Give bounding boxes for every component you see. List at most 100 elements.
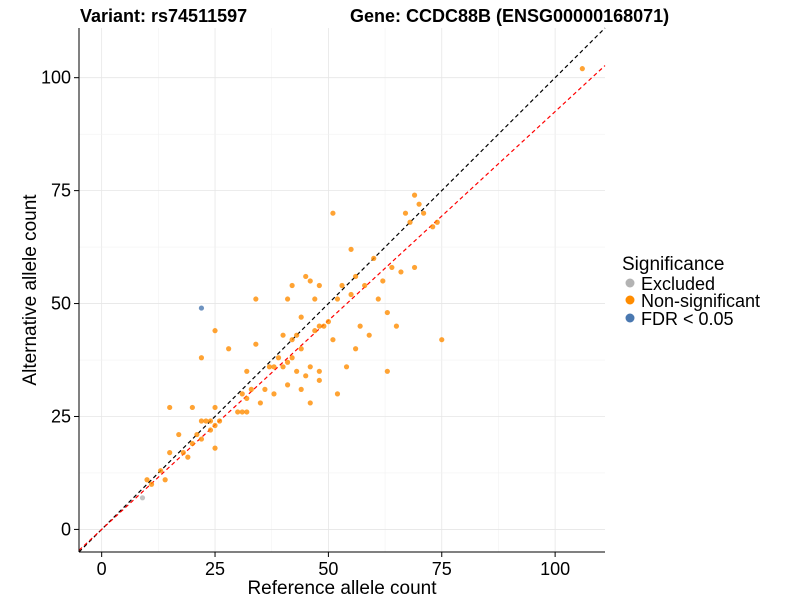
legend-label-non-significant: Non-significant [641,291,760,311]
point-non-significant [207,418,214,424]
legend-swatch-non-significant [625,295,635,305]
gridlines [79,28,605,552]
point-non-significant [334,391,341,397]
point-non-significant [330,337,336,343]
point-non-significant [316,368,322,374]
point-non-significant [330,210,336,216]
point-non-significant [384,368,390,374]
y-tick-label: 50 [51,294,71,314]
point-non-significant [348,291,354,298]
point-non-significant [316,282,322,289]
point-non-significant [275,355,282,361]
point-non-significant [371,255,377,261]
x-tick-label: 75 [432,559,452,579]
y-tick-label: 0 [61,519,71,539]
point-non-significant [430,224,436,230]
legend: Significance Excluded Non-significant FD… [622,254,760,329]
point-non-significant [312,328,318,334]
point-non-significant [284,296,291,302]
point-non-significant [253,296,259,302]
point-non-significant [380,278,386,284]
point-non-significant [207,427,214,433]
point-non-significant [257,400,263,406]
point-non-significant [148,481,155,487]
x-axis-ticks: 0 25 50 75 100 [97,552,570,579]
point-non-significant [294,332,300,338]
point-non-significant [398,269,404,275]
point-non-significant [307,364,313,370]
point-non-significant [411,264,418,271]
point-non-significant [334,296,341,302]
point-non-significant [244,395,250,402]
point-non-significant [239,391,245,397]
point-non-significant [421,210,427,216]
point-non-significant [321,323,327,329]
point-non-significant [307,278,313,284]
point-non-significant [307,400,313,406]
point-non-significant [212,422,218,429]
point-non-significant [280,364,286,370]
x-tick-label: 0 [97,559,107,579]
point-non-significant [439,337,445,343]
x-axis-title: Reference allele count [247,578,437,599]
point-non-significant [280,332,286,338]
point-non-significant [248,386,254,392]
legend-label-fdr: FDR < 0.05 [641,309,734,329]
point-non-significant [298,346,304,352]
chart-title-variant: Variant: rs74511597 [80,6,247,26]
point-non-significant [339,282,345,289]
chart-title-gene: Gene: CCDC88B (ENSG00000168071) [350,6,669,26]
x-tick-label: 25 [205,559,225,579]
data-points [139,66,585,501]
identity-line [78,27,606,553]
fit-line [78,65,606,551]
point-non-significant [167,450,173,456]
legend-swatch-excluded [625,278,635,288]
point-non-significant [357,323,363,329]
point-non-significant [271,391,277,397]
point-non-significant [244,368,250,374]
point-non-significant [284,359,291,365]
point-non-significant [158,468,164,474]
point-non-significant [271,364,277,370]
point-non-significant [303,373,309,379]
point-non-significant [203,418,209,424]
legend-swatch-fdr [625,313,635,323]
point-non-significant [198,436,205,442]
point-non-significant [253,341,259,347]
y-tick-label: 75 [51,181,71,201]
point-non-significant [343,364,350,370]
point-non-significant [189,404,195,411]
x-tick-label: 100 [540,559,570,579]
point-non-significant [353,346,359,352]
point-non-significant [434,219,440,225]
point-non-significant [198,355,205,361]
point-non-significant [244,409,250,415]
point-non-significant [289,337,295,343]
point-non-significant [416,201,422,207]
point-non-significant [185,454,191,460]
point-non-significant [198,418,205,424]
point-non-significant [303,273,309,280]
point-non-significant [298,314,304,320]
y-axis-ticks: 0 25 50 75 100 [41,68,79,539]
point-non-significant [212,445,218,451]
legend-title: Significance [622,254,724,275]
point-non-significant [402,210,409,216]
point-non-significant [384,309,390,316]
point-non-significant [144,477,150,483]
legend-label-excluded: Excluded [641,274,715,294]
point-non-significant [194,431,200,438]
point-non-significant [393,323,400,329]
point-non-significant [316,323,322,329]
point-non-significant [226,346,232,352]
point-non-significant [216,418,223,424]
point-non-significant [579,66,585,72]
point-non-significant [180,450,186,456]
point-non-significant [389,264,395,271]
point-non-significant [325,319,331,325]
point-non-significant [375,296,381,302]
point-non-significant [212,328,218,334]
point-non-significant [167,404,173,411]
